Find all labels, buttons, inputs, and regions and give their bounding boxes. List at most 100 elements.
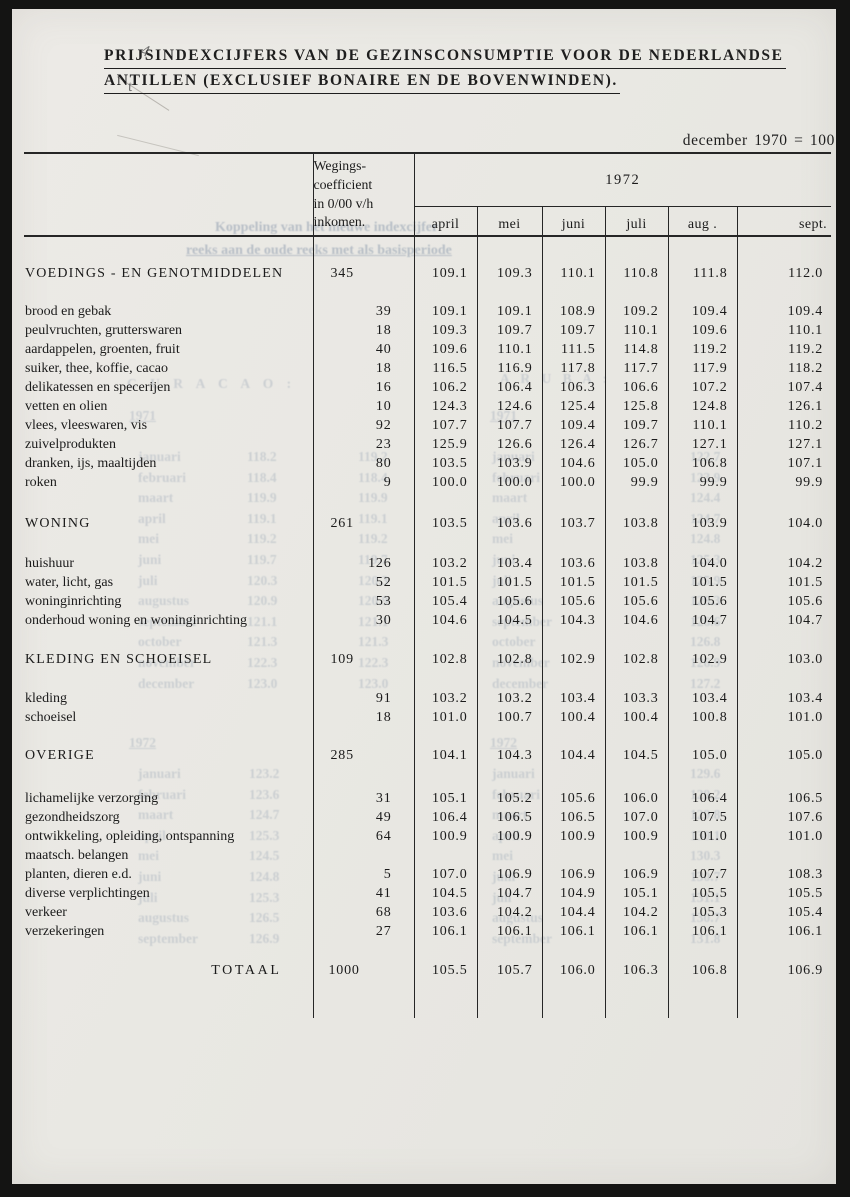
index-value [667,533,737,554]
index-value: 109.4 [667,302,737,321]
index-value: 110.1 [604,321,668,340]
index-value: 109.4 [736,302,832,321]
index-value: 105.5 [736,884,832,903]
table-row: peulvruchten, grutterswaren 18 109.3 109.7 1… [24,321,832,340]
index-value: 106.0 [541,961,605,980]
row-label [24,236,313,264]
weight-value: 49 [312,808,414,827]
table-row: dranken, ijs, maaltijden 80 103.5 103.9 104.… [24,454,832,473]
index-value: 106.4 [667,789,737,808]
index-value: 116.9 [476,359,542,378]
index-value: 103.7 [541,514,605,533]
index-value: 105.6 [667,592,737,611]
index-value: 101.5 [667,573,737,592]
index-value: 103.2 [413,554,477,573]
index-value: 124.6 [476,397,542,416]
index-value: 125.4 [541,397,605,416]
index-value: 106.8 [667,454,737,473]
index-value: 104.5 [604,746,668,765]
row-label: kleding [25,691,67,706]
weight-value [312,846,414,865]
index-value: 110.1 [667,416,737,435]
document-title: PRIJSINDEXCIJFERS VAN DE GEZINSCONSUMPTI… [104,47,786,97]
index-value [736,765,832,789]
index-value: 100.8 [667,708,737,727]
index-value [541,980,605,1018]
weight-value [312,492,414,514]
index-value: 110.1 [736,321,832,340]
row-label: WONING [25,516,91,531]
weight-value: 41 [312,884,414,903]
index-value: 107.2 [667,378,737,397]
weight-value [312,533,414,554]
index-value: 106.4 [413,808,477,827]
row-label: zuivelprodukten [25,437,116,452]
row-label: vlees, vleeswaren, vis [25,418,148,433]
table-row: huishuur 126 103.2 103.4 103.6 103.8 104.0 104.… [24,554,832,573]
index-value: 105.5 [667,884,737,903]
index-value: 101.5 [736,573,832,592]
index-value: 102.8 [413,650,477,669]
index-value: 105.6 [736,592,832,611]
weight-value: 64 [312,827,414,846]
table-row: planten, dieren e.d. 5 107.0 106.9 106.9 106.… [24,865,832,884]
index-value [667,941,737,961]
index-value: 104.4 [541,746,605,765]
weight-value: 18 [312,321,414,340]
index-value: 105.3 [667,903,737,922]
index-value: 105.4 [736,903,832,922]
table-row: brood en gebak 39 109.1 109.1 108.9 109.2 109.… [24,302,832,321]
row-label: KLEDING EN SCHOEISEL [25,652,213,667]
row-label: OVERIGE [25,748,95,763]
index-value: 103.5 [413,454,477,473]
index-value: 103.6 [476,514,542,533]
index-value [604,630,668,650]
index-value: 105.2 [476,789,542,808]
index-value [736,492,832,514]
index-value [476,727,542,746]
weight-value: 285 [312,746,414,765]
index-value: 109.3 [413,321,477,340]
weight-value: 68 [312,903,414,922]
row-label: onderhoud woning en woninginrichting [25,613,248,628]
month-header: juni [541,206,605,237]
index-value: 111.5 [541,340,605,359]
index-value: 104.6 [541,454,605,473]
row-label: peulvruchten, grutterswaren [25,323,183,338]
table-row: water, licht, gas 52 101.5 101.5 101.5 101.5 1… [24,573,832,592]
index-value: 106.8 [667,961,737,980]
index-value [413,492,477,514]
weight-value: 53 [312,592,414,611]
index-value [476,492,542,514]
index-value: 100.4 [604,708,668,727]
weight-value [312,765,414,789]
index-value: 100.9 [541,827,605,846]
weight-column-header: Wegings- coefficient in 0/00 v/h inkomen… [312,153,414,237]
index-value: 105.4 [413,592,477,611]
spacer-row [24,492,832,514]
index-value: 109.2 [604,302,668,321]
row-label [24,533,313,554]
index-value [736,846,832,865]
row-label: schoeisel [25,710,77,725]
index-value: 103.3 [604,689,668,708]
index-value: 101.5 [604,573,668,592]
index-value: 110.8 [604,264,668,283]
index-value [667,980,737,1018]
index-value: 101.0 [413,708,477,727]
index-value [413,630,477,650]
index-value [476,669,542,689]
index-value: 106.5 [541,808,605,827]
weight-value [312,980,414,1018]
index-value: 107.6 [736,808,832,827]
index-value: 114.8 [604,340,668,359]
index-value [476,980,542,1018]
index-value: 104.7 [736,611,832,630]
index-value: 108.3 [736,865,832,884]
spacer-row [24,669,832,689]
weight-value [312,236,414,264]
index-value: 106.1 [736,922,832,941]
row-label: diverse verplichtingen [25,886,150,901]
spacer-row [24,941,832,961]
row-label: water, licht, gas [25,575,114,590]
